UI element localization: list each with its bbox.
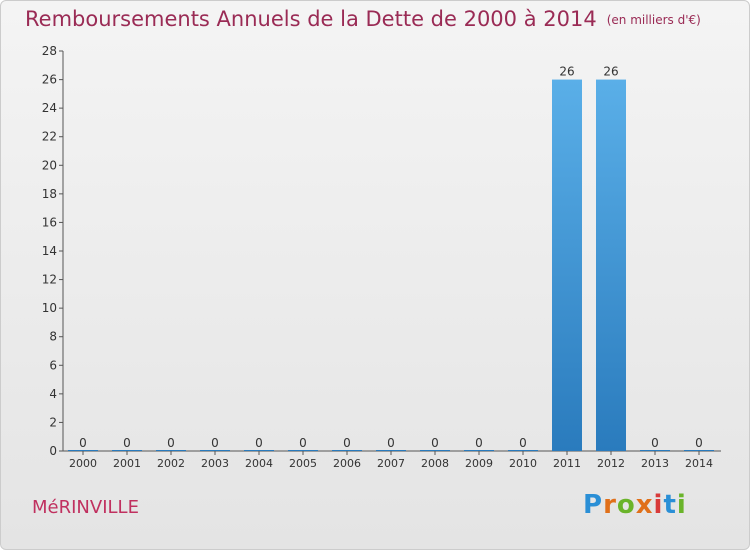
bar (684, 450, 714, 451)
x-tick-label: 2013 (641, 457, 669, 470)
data-label: 0 (299, 436, 307, 450)
bar (464, 450, 494, 451)
y-tick-label: 26 (42, 73, 57, 87)
x-tick-label: 2002 (157, 457, 185, 470)
logo-letter: P (583, 490, 604, 520)
bar (552, 79, 582, 452)
x-tick-label: 2000 (69, 457, 97, 470)
data-label: 0 (695, 436, 703, 450)
y-tick-label: 22 (42, 130, 57, 144)
bar (640, 450, 670, 451)
commune-name: MéRINVILLE (32, 497, 139, 518)
bar (112, 450, 142, 451)
bar (596, 79, 626, 452)
chart-title-text: Remboursements Annuels de la Dette de 20… (25, 7, 597, 31)
y-tick-label: 20 (42, 158, 57, 172)
bar (288, 450, 318, 451)
proxiti-logo[interactable]: Proxiti (583, 490, 687, 520)
y-tick-label: 28 (42, 44, 57, 58)
y-tick-label: 12 (42, 273, 57, 287)
x-tick-label: 2006 (333, 457, 361, 470)
data-label: 0 (167, 436, 175, 450)
bar (376, 450, 406, 451)
bar (420, 450, 450, 451)
y-tick-label: 18 (42, 187, 57, 201)
logo-letter: r (603, 490, 617, 520)
y-tick-label: 6 (49, 358, 57, 372)
x-tick-label: 2010 (509, 457, 537, 470)
data-label: 0 (519, 436, 527, 450)
logo-letter: o (616, 490, 636, 520)
x-tick-label: 2009 (465, 457, 493, 470)
chart-subtitle: (en milliers d'€) (606, 13, 701, 27)
logo-letter: x (635, 490, 654, 520)
chart-title: Remboursements Annuels de la Dette de 20… (25, 7, 701, 31)
logo-letter: i (676, 490, 687, 520)
x-tick-label: 2007 (377, 457, 405, 470)
bar (200, 450, 230, 451)
data-label: 0 (255, 436, 263, 450)
x-tick-label: 2014 (685, 457, 713, 470)
x-tick-label: 2011 (553, 457, 581, 470)
x-tick-label: 2004 (245, 457, 273, 470)
x-tick-label: 2005 (289, 457, 317, 470)
bar (332, 450, 362, 451)
logo-letter: t (663, 490, 677, 520)
y-tick-label: 8 (49, 330, 57, 344)
x-tick-label: 2008 (421, 457, 449, 470)
y-tick-label: 4 (49, 387, 57, 401)
data-label: 0 (475, 436, 483, 450)
data-label: 0 (343, 436, 351, 450)
x-tick-label: 2003 (201, 457, 229, 470)
bar (156, 450, 186, 451)
logo-letter: i (653, 490, 664, 520)
bar (68, 450, 98, 451)
bars (68, 79, 714, 452)
x-tick-label: 2012 (597, 457, 625, 470)
x-tick-label: 2001 (113, 457, 141, 470)
data-label: 0 (387, 436, 395, 450)
data-label: 0 (431, 436, 439, 450)
y-tick-label: 16 (42, 215, 57, 229)
data-label: 0 (651, 436, 659, 450)
data-label: 26 (603, 65, 618, 79)
bar (244, 450, 274, 451)
data-label: 0 (79, 436, 87, 450)
x-axis: 2000 2001 2002 2003 2004 2005 2006 2007 2008 2009… (63, 450, 721, 470)
data-label: 0 (211, 436, 219, 450)
data-label: 26 (559, 65, 574, 79)
y-tick-label: 24 (42, 101, 57, 115)
y-tick-label: 10 (42, 301, 57, 315)
y-tick-label: 0 (49, 444, 57, 458)
bar (508, 450, 538, 451)
y-tick-label: 2 (49, 415, 57, 429)
data-label: 0 (123, 436, 131, 450)
y-tick-label: 14 (42, 244, 57, 258)
data-labels: 0 0 0 0 0 0 0 0 0 0 0 26 26 0 0 (79, 65, 703, 450)
